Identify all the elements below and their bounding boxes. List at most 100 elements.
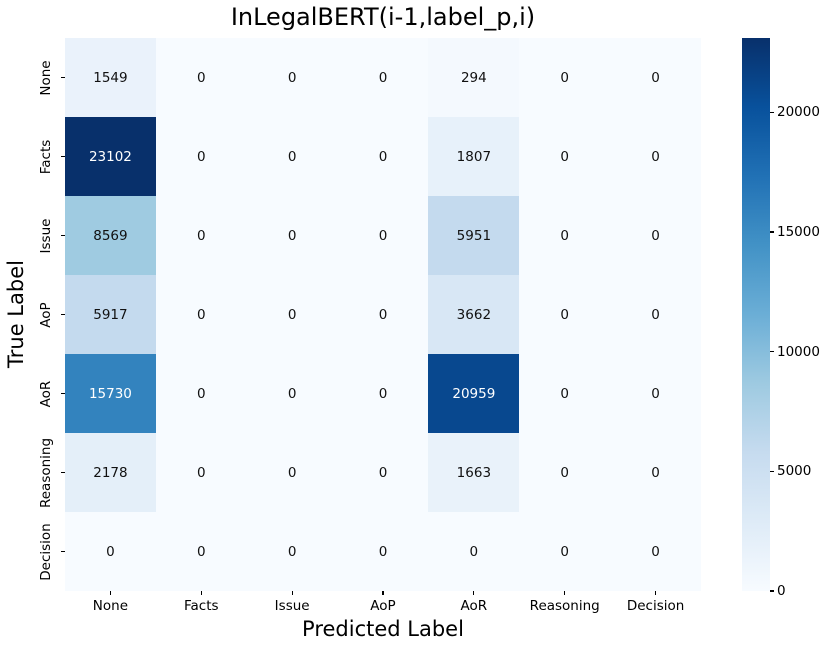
heatmap-cell: 0: [155, 433, 247, 512]
colorbar-tick-label: 20000: [777, 104, 820, 121]
y-tick-label: Decision: [38, 522, 54, 581]
heatmap-cell: 0: [610, 275, 701, 354]
colorbar-tick-label: 5000: [777, 463, 812, 480]
heatmap-cell: 0: [519, 196, 611, 275]
heatmap-cell: 0: [155, 117, 247, 196]
colorbar-tick-mark: [770, 351, 774, 353]
y-tick-mark: [61, 392, 65, 395]
heatmap-cell-value: 0: [560, 69, 569, 86]
heatmap-cell: 0: [519, 38, 611, 117]
heatmap-cell-value: 0: [560, 543, 569, 560]
colorbar-tick-mark: [770, 111, 774, 113]
y-tick-mark: [61, 313, 65, 316]
colorbar: [742, 38, 770, 591]
heatmap-cell-value: 3662: [456, 306, 492, 323]
y-tick-label: Facts: [38, 139, 54, 174]
heatmap-cell: 0: [610, 117, 701, 196]
heatmap-cell-value: 0: [651, 543, 660, 560]
y-tick-mark: [61, 155, 65, 158]
x-tick-mark: [382, 591, 384, 595]
heatmap-cell: 0: [610, 196, 701, 275]
heatmap-cell: 23102: [65, 117, 156, 196]
heatmap-cell: 0: [246, 38, 338, 117]
heatmap-cell-value: 0: [196, 227, 206, 244]
heatmap-cell-value: 0: [560, 306, 569, 323]
heatmap-cell-value: 0: [378, 385, 388, 402]
heatmap-cell: 5917: [65, 275, 156, 354]
heatmap-cell: 0: [519, 512, 611, 591]
x-tick-label: AoR: [460, 598, 488, 614]
heatmap-cell: 0: [337, 354, 429, 433]
heatmap-cell-value: 0: [287, 385, 297, 402]
heatmap-cell: 0: [246, 275, 338, 354]
chart-title: InLegalBERT(i-1,label_p,i): [230, 3, 536, 31]
heatmap-cell: 0: [246, 196, 338, 275]
heatmap-cell: 0: [246, 354, 338, 433]
x-tick-mark: [291, 591, 293, 595]
colorbar-tick-mark: [770, 590, 774, 592]
x-tick-mark: [654, 591, 657, 595]
heatmap-cell-value: 0: [378, 543, 388, 560]
heatmap-cell: 2178: [65, 433, 156, 512]
heatmap-cell-value: 5951: [456, 227, 492, 244]
heatmap-cell-value: 1549: [93, 69, 128, 86]
heatmap-cell-value: 0: [651, 227, 660, 244]
y-tick-label: Reasoning: [38, 437, 54, 508]
heatmap-cell-value: 0: [196, 464, 206, 481]
heatmap-cell: 1549: [65, 38, 156, 117]
x-tick-mark: [473, 591, 475, 595]
heatmap-cell: 15730: [65, 354, 156, 433]
heatmap-cell: 0: [337, 196, 429, 275]
heatmap-cell: 0: [337, 512, 429, 591]
heatmap-cell: 3662: [428, 275, 520, 354]
heatmap-cell: 20959: [428, 354, 520, 433]
x-axis-label: Predicted Label: [302, 617, 464, 641]
y-tick-label: AoP: [38, 301, 54, 328]
heatmap-cell-value: 0: [196, 148, 206, 165]
heatmap-cell-value: 1663: [456, 464, 492, 481]
heatmap-cell: 0: [519, 354, 611, 433]
heatmap-cell-value: 0: [287, 543, 297, 560]
heatmap-cell-value: 0: [287, 306, 297, 323]
heatmap-cell: 0: [246, 512, 338, 591]
heatmap-cell-value: 0: [287, 227, 297, 244]
heatmap-cell-value: 0: [287, 464, 297, 481]
heatmap-cell-value: 0: [651, 69, 660, 86]
heatmap-cell-value: 0: [287, 69, 297, 86]
heatmap-cell: 0: [155, 512, 247, 591]
heatmap-cell: 0: [246, 433, 338, 512]
heatmap-cell-value: 0: [560, 464, 569, 481]
heatmap-cell: 0: [610, 38, 701, 117]
heatmap-cell-value: 0: [106, 543, 115, 560]
heatmap-cell-value: 0: [378, 464, 388, 481]
heatmap-cell: 1663: [428, 433, 520, 512]
y-tick-mark: [61, 550, 65, 553]
heatmap-cell-value: 0: [196, 306, 206, 323]
heatmap-cell: 0: [337, 275, 429, 354]
x-tick-label: AoP: [370, 598, 396, 614]
heatmap-cell: 5951: [428, 196, 520, 275]
heatmap-cell: 0: [610, 354, 701, 433]
heatmap-cell: 0: [155, 354, 247, 433]
heatmap-cell-value: 1807: [456, 148, 492, 165]
colorbar-tick-label: 10000: [777, 343, 820, 360]
y-axis-label: True Label: [4, 260, 28, 368]
heatmap-cell-value: 8569: [93, 227, 128, 244]
heatmap-cell-value: 0: [651, 148, 660, 165]
heatmap-grid: 1549 0 0 0 294 0 0 23102 0 0 0 1807 0 0 8569 0 0 0 5951 0 0 5…: [65, 38, 701, 591]
heatmap-cell: 0: [155, 38, 247, 117]
x-tick-mark: [200, 591, 202, 595]
heatmap-cell-value: 0: [378, 148, 388, 165]
heatmap-cell-value: 0: [196, 543, 206, 560]
heatmap-cell-value: 0: [560, 385, 569, 402]
colorbar-tick-label: 0: [777, 583, 786, 599]
heatmap-cell: 0: [519, 433, 611, 512]
y-tick-mark: [61, 234, 65, 237]
x-tick-mark: [564, 591, 566, 595]
heatmap-cell: 0: [65, 512, 156, 591]
y-tick-mark: [61, 76, 65, 79]
heatmap-cell-value: 20959: [452, 385, 496, 402]
heatmap-cell-value: 0: [651, 464, 660, 481]
x-tick-label: None: [92, 598, 129, 614]
